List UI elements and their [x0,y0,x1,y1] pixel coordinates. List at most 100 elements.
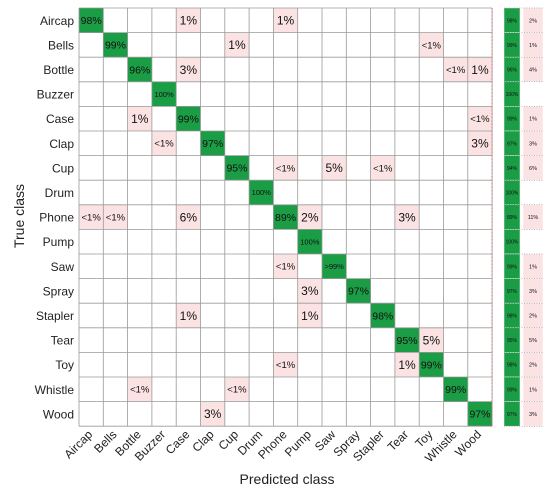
matrix-cell [443,57,468,82]
cell-value-label: 6% [180,210,198,224]
row-label: Phone [39,211,74,225]
matrix-cell [467,106,493,131]
matrix-cell [394,352,420,377]
matrix-cell [370,303,395,328]
cell-value-label: <1% [227,385,247,396]
summary-incorrect-cell [522,56,544,83]
summary-incorrect-label: 1% [529,264,537,270]
matrix-cell [443,377,468,402]
summary-incorrect-label: 6% [529,166,537,172]
summary-incorrect-label: 3% [529,289,537,295]
cell-value-label: 100% [300,237,320,246]
cell-value-label: >99% [324,262,344,271]
matrix-cell [394,327,420,353]
cell-value-label: 100% [154,90,174,99]
cell-value-label: 1% [398,358,416,372]
summary-incorrect-label: 5% [529,338,537,344]
cell-value-label: 1% [301,309,319,323]
summary-correct-label: 99% [507,264,518,270]
column-label: Case [163,427,193,457]
matrix-cell [151,131,177,156]
column-label: Pump [282,427,314,459]
matrix-cell [176,303,201,328]
cell-value-label: 97% [469,409,490,421]
matrix-cell [176,57,201,82]
cell-value-label: <1% [276,163,296,174]
cell-value-label: <1% [106,213,126,224]
matrix-cell [127,57,152,82]
cell-value-label: 97% [202,138,223,150]
cell-value-label: 1% [471,63,489,77]
row-label: Drum [45,186,74,200]
summary-correct-label: 99% [507,117,518,123]
matrix-cell [322,254,347,279]
matrix-cell [103,32,128,58]
row-label: Pump [43,235,75,249]
summary-correct-label: 99% [507,387,518,393]
summary-correct-label: 97% [507,289,518,295]
summary-incorrect-label: 1% [529,387,537,393]
cell-value-label: 98% [372,310,393,322]
matrix-cell [419,352,444,377]
summary-incorrect-label: 1% [529,117,537,123]
row-label: Toy [55,358,74,372]
row-label: Whistle [35,383,75,397]
summary-correct-label: 98% [507,363,518,369]
summary-correct-label: 97% [507,141,518,147]
matrix-cell [176,204,201,230]
row-label: Clap [49,137,74,151]
y-axis-label: True class [11,184,27,248]
summary-incorrect-cell [522,204,544,230]
cell-value-label: <1% [373,163,393,174]
matrix-cell [297,229,322,254]
column-labels: AircapBellsBottleBuzzerCaseClapCupDrumPh… [61,427,484,465]
summary-correct-label: 99% [507,43,518,49]
cell-value-label: 1% [277,14,295,28]
matrix-cell [200,131,225,156]
matrix-cell [273,204,298,230]
column-label: Tear [385,427,411,453]
matrix-cells: 98% 1% 1% 99% 1% <1% 96% 3% <1% 1% 100% 1% 99% <1% <1%… [79,8,493,427]
summary-incorrect-label: 1% [529,43,537,49]
cell-value-label: 99% [445,384,466,396]
cell-value-label: <1% [154,139,174,150]
summary-incorrect-label: 3% [529,412,537,418]
matrix-cell [273,352,298,377]
cell-value-label: 99% [178,113,199,125]
summary-correct-label: 100% [506,92,519,98]
cell-value-label: 97% [348,286,369,298]
row-label: Saw [51,260,75,274]
summary-correct-label: 94% [507,166,518,172]
row-label: Wood [43,407,74,421]
x-axis-label: Predicted class [240,471,335,487]
matrix-cell [467,131,493,156]
summary-correct-label: 100% [506,240,519,246]
cell-value-label: 96% [129,64,150,76]
row-label: Tear [51,334,74,348]
cell-value-label: <1% [422,40,442,51]
matrix-cell [79,8,104,33]
matrix-cell [297,278,322,304]
matrix-cell [467,57,493,82]
cell-value-label: 98% [81,15,102,27]
matrix-cell [273,155,298,181]
matrix-cell [322,155,347,181]
cell-value-label: <1% [82,213,102,224]
matrix-cell [176,8,201,33]
row-label: Stapler [36,309,74,323]
matrix-cell [346,278,371,304]
cell-value-label: <1% [470,114,490,125]
summary-correct-label: 98% [507,314,518,320]
matrix-grid [78,7,493,427]
summary-incorrect-cell [522,401,544,427]
cell-value-label: 3% [471,137,489,151]
summary-correct-label: 100% [506,191,519,197]
column-label: Aircap [61,427,95,461]
matrix-cell [249,180,274,205]
row-labels: Aircap Bells Bottle Buzzer Case Clap Cup Drum Ph… [35,14,75,422]
matrix-cell [79,204,104,230]
matrix-cell [224,32,250,58]
summary-incorrect-label: 4% [529,68,537,74]
cell-value-label: 3% [301,284,319,298]
